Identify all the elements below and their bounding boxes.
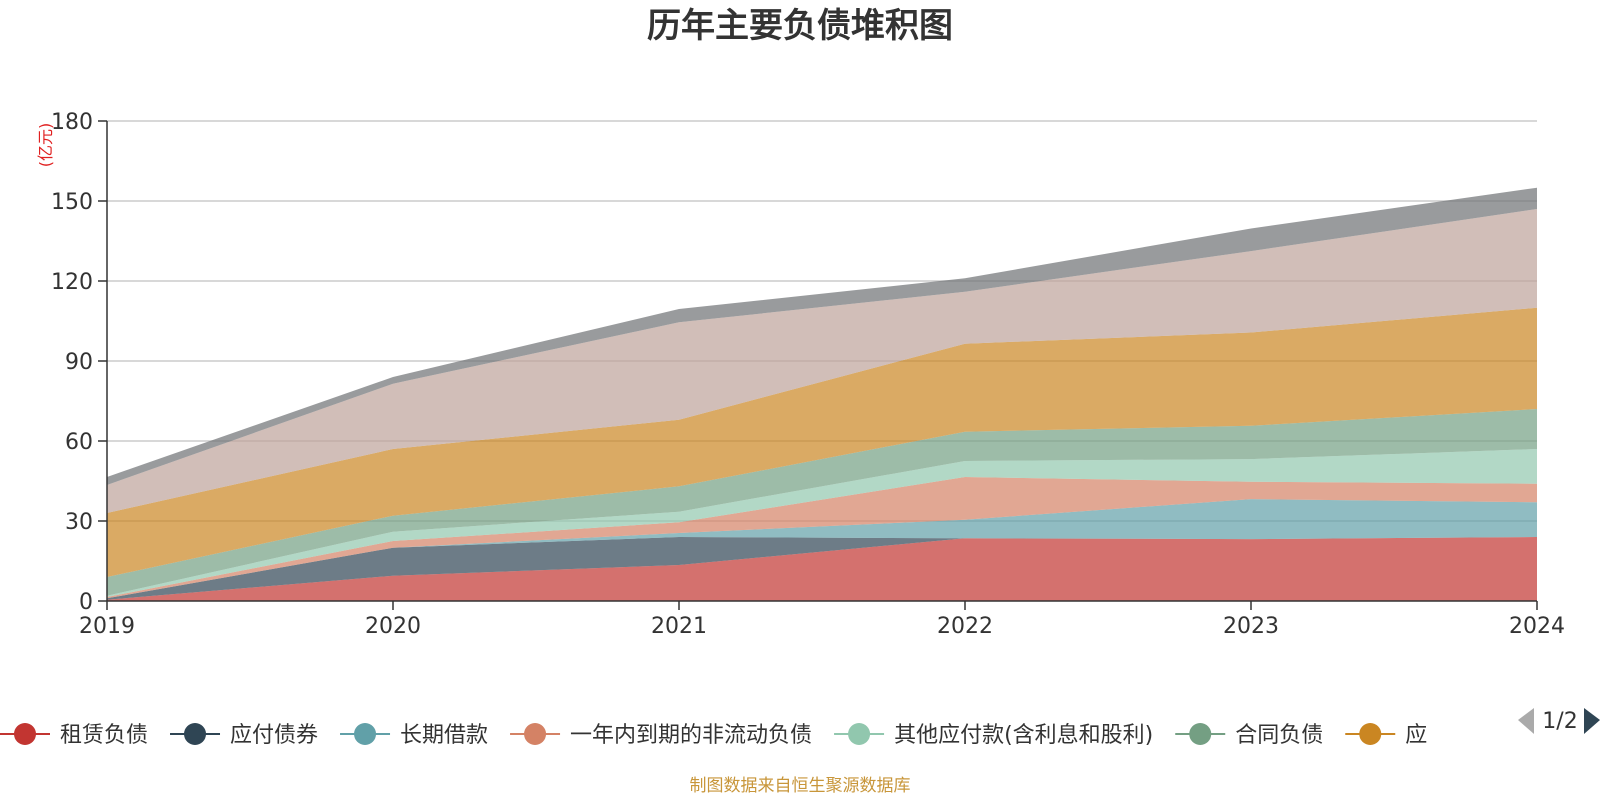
x-tick-label: 2022 <box>937 614 993 639</box>
y-tick-label: 90 <box>65 350 93 375</box>
y-tick-label: 150 <box>51 190 93 215</box>
legend-label: 一年内到期的非流动负债 <box>570 723 812 748</box>
series-area-3 <box>107 477 1537 599</box>
x-tick-label: 2023 <box>1223 614 1279 639</box>
legend-circle-icon <box>524 723 547 745</box>
chart-title: 历年主要负债堆积图 <box>647 6 953 46</box>
y-tick-label: 180 <box>51 110 93 135</box>
legend-item[interactable]: 其他应付款(含利息和股利) <box>834 723 1153 748</box>
legend-label: 合同负债 <box>1235 723 1323 748</box>
x-tick-label: 2019 <box>79 614 135 639</box>
series-area-6 <box>107 307 1537 577</box>
y-axis-unit-label: (亿元) <box>36 123 55 168</box>
legend-page-indicator: 1/2 <box>1542 709 1577 734</box>
axes: 0 30 60 90 120 150 180 2019 2020 2021 2022 2023 2024 <box>51 110 1565 639</box>
legend-circle-icon <box>1189 723 1212 745</box>
x-tick-label: 2020 <box>365 614 421 639</box>
legend-circle-icon <box>1359 723 1382 745</box>
series-area-1 <box>107 537 1537 600</box>
legend-label: 其他应付款(含利息和股利) <box>894 723 1153 748</box>
legend-item[interactable]: 租赁负债 <box>0 723 148 748</box>
y-tick-label: 60 <box>65 430 93 455</box>
triangle-right-icon[interactable] <box>1584 708 1600 734</box>
x-tick-label: 2024 <box>1509 614 1565 639</box>
legend: 租赁负债 应付债券 长期借款 一年内到期的非流动负债 其他应付款(含利息和股利) 合同负债… <box>0 723 1427 748</box>
series-area-8 <box>107 187 1537 485</box>
legend-pager: 1/2 <box>1518 708 1600 734</box>
series-area-2 <box>107 499 1537 599</box>
triangle-left-icon[interactable] <box>1518 708 1534 734</box>
legend-label: 租赁负债 <box>60 723 148 748</box>
series-area-7 <box>107 209 1537 513</box>
legend-item[interactable]: 合同负债 <box>1175 723 1323 748</box>
legend-item[interactable]: 一年内到期的非流动负债 <box>510 723 812 748</box>
y-tick-label: 0 <box>79 590 93 615</box>
legend-label: 长期借款 <box>400 723 488 748</box>
legend-item[interactable]: 应付债券 <box>170 723 318 748</box>
legend-label: 应 <box>1405 723 1427 748</box>
legend-label: 应付债券 <box>230 723 318 748</box>
y-tick-label: 120 <box>51 270 93 295</box>
legend-circle-icon <box>184 723 207 745</box>
x-tick-label: 2021 <box>651 614 707 639</box>
series-area-0 <box>107 537 1537 601</box>
legend-item[interactable]: 长期借款 <box>340 723 488 748</box>
data-source-note: 制图数据来自恒生聚源数据库 <box>690 776 911 796</box>
series-area-4 <box>107 449 1537 597</box>
legend-circle-icon <box>848 723 871 745</box>
legend-circle-icon <box>354 723 377 745</box>
legend-circle-icon <box>14 723 36 745</box>
y-tick-label: 30 <box>65 510 93 535</box>
area-series-layer <box>107 187 1537 601</box>
legend-item[interactable]: 应 <box>1345 723 1427 748</box>
series-area-5 <box>107 409 1537 596</box>
